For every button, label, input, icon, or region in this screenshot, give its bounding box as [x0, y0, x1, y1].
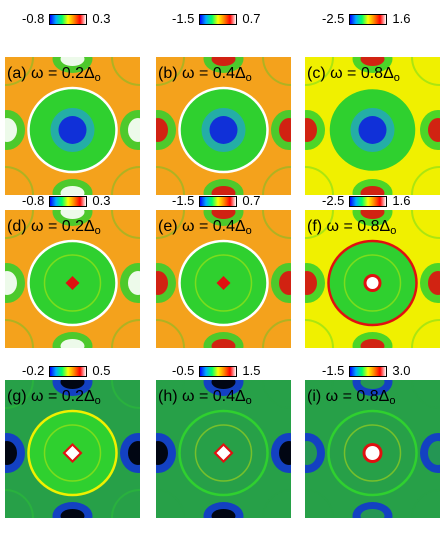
colorbar-gradient	[49, 13, 88, 25]
colorbar-gradient	[349, 365, 388, 377]
panel-letter: (a)	[7, 65, 31, 82]
colorbar-gradient	[199, 195, 238, 207]
panel-letter: (b)	[158, 65, 182, 82]
panel-omega-subscript: o	[390, 225, 397, 237]
colorbar-min: -0.2	[22, 363, 45, 378]
panel-omega-subscript: o	[245, 72, 252, 84]
panel-letter: (c)	[307, 65, 331, 82]
panel-letter: (i)	[307, 388, 326, 405]
panel-letter: (h)	[158, 388, 182, 405]
colorbar-min: -2.5	[322, 193, 345, 208]
colorbar-max: 1.5	[242, 363, 261, 378]
ldos-map-f	[305, 210, 440, 348]
panel-letter: (g)	[7, 388, 31, 405]
panel-omega-subscript: o	[245, 395, 252, 407]
colorbar-c: -2.5 1.6	[322, 12, 410, 26]
ldos-map-a	[5, 57, 140, 195]
panel-omega-subscript: o	[94, 395, 101, 407]
panel-omega: ω = 0.4Δ	[182, 65, 246, 82]
map-image	[5, 57, 140, 195]
panel-label-h: (h) ω = 0.4Δo	[158, 388, 252, 410]
colorbar-min: -1.5	[172, 193, 195, 208]
colorbar-gradient	[199, 365, 238, 377]
panel-letter: (f)	[307, 218, 327, 235]
panel-omega: ω = 0.4Δ	[182, 218, 246, 235]
colorbar-min: -0.8	[22, 193, 45, 208]
panel-label-g: (g) ω = 0.2Δo	[7, 388, 101, 410]
ldos-map-i	[305, 380, 440, 518]
colorbar-i: -1.5 3.0	[322, 364, 410, 378]
colorbar-max: 1.6	[392, 11, 411, 26]
map-image	[156, 210, 291, 348]
map-image	[305, 380, 440, 518]
panel-omega: ω = 0.4Δ	[182, 388, 246, 405]
panel-omega-subscript: o	[389, 395, 396, 407]
panel-label-b: (b) ω = 0.4Δo	[158, 65, 252, 87]
panel-label-d: (d) ω = 0.2Δo	[7, 218, 101, 240]
panel-letter: (d)	[7, 218, 31, 235]
colorbar-max: 0.7	[242, 193, 261, 208]
panel-omega: ω = 0.8Δ	[330, 65, 394, 82]
panel-omega-subscript: o	[94, 72, 101, 84]
ldos-map-e	[156, 210, 291, 348]
colorbar-min: -1.5	[172, 11, 195, 26]
colorbar-a: -0.8 0.3	[22, 12, 110, 26]
panel-omega-subscript: o	[393, 72, 400, 84]
panel-omega-subscript: o	[94, 225, 101, 237]
map-image	[5, 380, 140, 518]
colorbar-min: -2.5	[322, 11, 345, 26]
panel-label-i: (i) ω = 0.8Δo	[307, 388, 395, 410]
panel-omega: ω = 0.2Δ	[31, 218, 95, 235]
map-image	[156, 57, 291, 195]
colorbar-max: 0.7	[242, 11, 261, 26]
map-image	[305, 57, 440, 195]
colorbar-max: 0.3	[92, 11, 111, 26]
colorbar-gradient	[199, 13, 238, 25]
panel-label-c: (c) ω = 0.8Δo	[307, 65, 400, 87]
colorbar-min: -0.8	[22, 11, 45, 26]
colorbar-g: -0.2 0.5	[22, 364, 110, 378]
colorbar-gradient	[349, 195, 388, 207]
panel-omega: ω = 0.2Δ	[31, 65, 95, 82]
panel-label-e: (e) ω = 0.4Δo	[158, 218, 252, 240]
colorbar-min: -1.5	[322, 363, 345, 378]
colorbar-gradient	[349, 13, 388, 25]
colorbar-gradient	[49, 195, 88, 207]
colorbar-h: -0.5 1.5	[172, 364, 260, 378]
colorbar-b: -1.5 0.7	[172, 12, 260, 26]
colorbar-max: 0.5	[92, 363, 111, 378]
panel-omega: ω = 0.8Δ	[326, 218, 391, 235]
colorbar-gradient	[49, 365, 88, 377]
panel-letter: (e)	[158, 218, 182, 235]
colorbar-max: 1.6	[392, 193, 411, 208]
panel-label-f: (f) ω = 0.8Δo	[307, 218, 396, 240]
colorbar-f: -2.5 1.6	[322, 194, 410, 208]
colorbar-min: -0.5	[172, 363, 195, 378]
panel-label-a: (a) ω = 0.2Δo	[7, 65, 101, 87]
ldos-map-d	[5, 210, 140, 348]
colorbar-e: -1.5 0.7	[172, 194, 260, 208]
panel-omega: ω = 0.2Δ	[31, 388, 95, 405]
ldos-map-c	[305, 57, 440, 195]
map-image	[156, 380, 291, 518]
colorbar-max: 0.3	[92, 193, 111, 208]
map-image	[5, 210, 140, 348]
ldos-map-h	[156, 380, 291, 518]
ldos-map-b	[156, 57, 291, 195]
ldos-map-g	[5, 380, 140, 518]
map-image	[305, 210, 440, 348]
panel-omega: ω = 0.8Δ	[325, 388, 390, 405]
panel-omega-subscript: o	[245, 225, 252, 237]
colorbar-max: 3.0	[392, 363, 411, 378]
colorbar-d: -0.8 0.3	[22, 194, 110, 208]
